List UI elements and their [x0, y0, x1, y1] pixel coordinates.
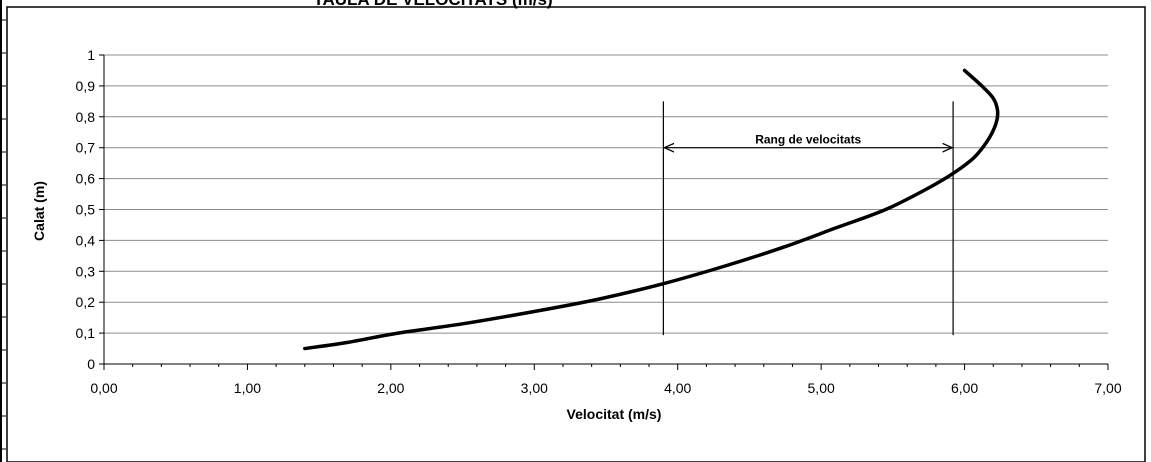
- y-axis-title: Calat (m): [31, 181, 47, 241]
- annotations: Rang de velocitats: [664, 133, 952, 148]
- axes: [99, 54, 1109, 370]
- x-tick-label: 1,00: [234, 380, 261, 396]
- x-tick-label: 2,00: [377, 380, 404, 396]
- y-tick-label: 0,3: [76, 263, 96, 279]
- y-tick-label: 0,5: [76, 202, 96, 218]
- left-edge-ticks: [1, 19, 6, 450]
- y-tick-label: 1: [87, 47, 95, 63]
- x-tick-label: 7,00: [1094, 380, 1121, 396]
- series-layer: [303, 68, 1000, 351]
- range-vertical-lines: [662, 101, 954, 336]
- velocity-profile-line: [303, 68, 1000, 351]
- x-axis-title: Velocitat (m/s): [567, 406, 662, 422]
- y-tick-label: 0: [87, 356, 95, 372]
- chart-title: TAULA DE VELOCITATS (m/s): [313, 0, 552, 9]
- y-tick-label: 0,9: [76, 78, 96, 94]
- y-tick-label: 0,7: [76, 140, 96, 156]
- gridlines: [104, 54, 1108, 334]
- x-tick-labels: 0,00 1,00 2,00 3,00 4,00 5,00 6,00 7,00: [90, 380, 1121, 396]
- y-tick-label: 0,1: [76, 325, 96, 341]
- y-tick-label: 0,6: [76, 171, 96, 187]
- x-tick-label: 4,00: [664, 380, 691, 396]
- chart-frame: [6, 6, 1146, 462]
- range-annotation-label: Rang de velocitats: [755, 133, 861, 147]
- y-tick-label: 0,2: [76, 294, 96, 310]
- y-tick-label: 0,4: [76, 232, 96, 248]
- y-tick-label: 0,8: [76, 109, 96, 125]
- y-tick-labels: 0 0,1 0,2 0,3 0,4 0,5 0,6 0,7 0,8 0,9 1: [76, 47, 96, 372]
- x-tick-label: 6,00: [951, 380, 978, 396]
- x-tick-label: 5,00: [808, 380, 835, 396]
- x-tick-label: 0,00: [90, 380, 117, 396]
- x-tick-label: 3,00: [521, 380, 548, 396]
